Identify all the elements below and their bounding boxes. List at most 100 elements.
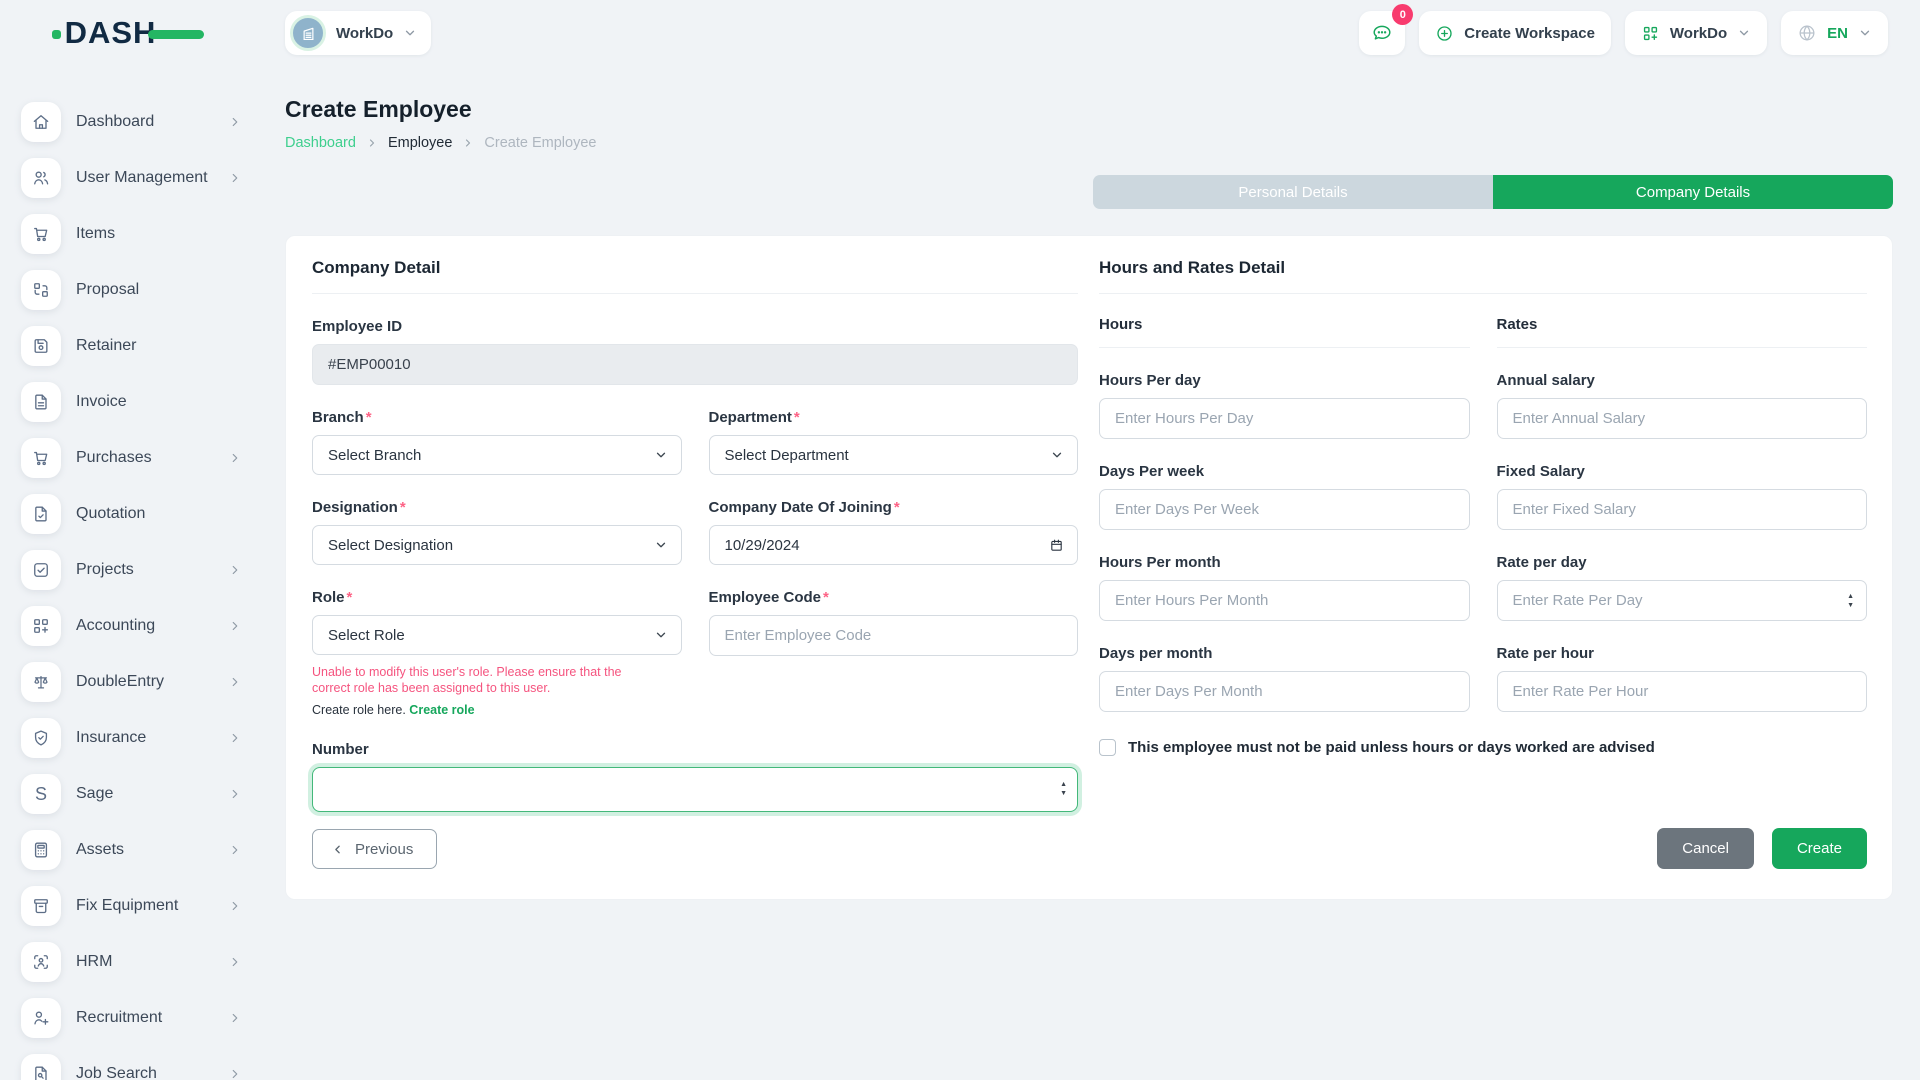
- number-spinner[interactable]: ▲ ▼: [1060, 781, 1067, 797]
- sidebar-item-projects[interactable]: Projects: [21, 548, 242, 592]
- form-actions: Cancel Create: [1099, 828, 1867, 869]
- workspace-menu-label: WorkDo: [1669, 24, 1728, 42]
- create-workspace-button[interactable]: Create Workspace: [1419, 11, 1611, 55]
- hours-per-month-input[interactable]: [1099, 580, 1470, 621]
- breadcrumb: Dashboard Employee Create Employee: [285, 135, 1893, 151]
- hours-per-month-field: Hours Per month: [1099, 554, 1470, 621]
- rate-per-day-input[interactable]: [1496, 580, 1867, 621]
- role-select[interactable]: Select Role: [312, 615, 682, 655]
- calendar-icon[interactable]: [1049, 538, 1064, 553]
- days-per-week-input[interactable]: [1099, 489, 1470, 530]
- chevron-left-icon: [335, 845, 340, 853]
- company-detail-section: Company Detail Employee ID Branch* Selec…: [312, 258, 1078, 869]
- annual-salary-input[interactable]: [1496, 398, 1867, 439]
- logo-dash-bar: [148, 30, 205, 39]
- archive-icon: [21, 886, 61, 926]
- sidebar-item-insurance[interactable]: Insurance: [21, 716, 242, 760]
- department-field: Department * Select Department: [708, 409, 1078, 475]
- workspace-menu-button[interactable]: WorkDo: [1624, 11, 1768, 55]
- role-field: Role * Select Role Unable to modify this …: [312, 589, 682, 717]
- sidebar-item-user-management[interactable]: User Management: [21, 156, 242, 200]
- page-title: Create Employee: [285, 96, 472, 122]
- chevron-right-icon: [462, 137, 474, 149]
- sidebar-item-invoice[interactable]: Invoice: [21, 380, 242, 424]
- employee-id-field: Employee ID: [312, 318, 1078, 385]
- chevron-right-icon: [228, 115, 242, 129]
- chevron-down-icon: [1860, 30, 1870, 36]
- tab-company-details[interactable]: Company Details: [1493, 175, 1893, 209]
- form-step-tabs: Personal Details Company Details: [1093, 175, 1893, 209]
- company-detail-heading: Company Detail: [312, 258, 441, 277]
- sidebar-item-assets[interactable]: Assets: [21, 828, 242, 872]
- joining-date-input[interactable]: 10/29/2024: [708, 525, 1078, 565]
- branch-field: Branch * Select Branch: [312, 409, 682, 475]
- chevron-down-icon: [654, 628, 668, 642]
- chevron-right-icon: [366, 137, 378, 149]
- days-per-month-input[interactable]: [1099, 671, 1470, 712]
- sidebar-item-dashboard[interactable]: Dashboard: [21, 100, 242, 144]
- create-button[interactable]: Create: [1771, 828, 1867, 869]
- top-header: DASH WorkDo 0 Create Workspace WorkDo EN: [0, 0, 1920, 66]
- tab-personal-details[interactable]: Personal Details: [1093, 175, 1493, 209]
- chevron-right-icon: [228, 787, 242, 801]
- sidebar-item-doubleentry[interactable]: DoubleEntry: [21, 660, 242, 704]
- hours-title: Hours: [1099, 316, 1143, 333]
- building-icon: [303, 27, 313, 40]
- file-check-icon: [21, 494, 61, 534]
- annual-salary-field: Annual salary: [1496, 372, 1867, 439]
- language-selector[interactable]: EN: [1781, 11, 1888, 55]
- fixed-salary-input[interactable]: [1496, 489, 1867, 530]
- cancel-button[interactable]: Cancel: [1657, 828, 1754, 869]
- department-select[interactable]: Select Department: [708, 435, 1078, 475]
- branch-label: Branch *: [312, 409, 372, 426]
- rates-title: Rates: [1496, 316, 1538, 333]
- chevron-down-icon: [1050, 448, 1064, 462]
- section-divider: [312, 293, 1078, 294]
- sub-divider: [1099, 347, 1470, 348]
- sidebar-item-purchases[interactable]: Purchases: [21, 436, 242, 480]
- designation-select[interactable]: Select Designation: [312, 525, 682, 565]
- sidebar-item-recruitment[interactable]: Recruitment: [21, 996, 242, 1040]
- sidebar-item-accounting[interactable]: Accounting: [21, 604, 242, 648]
- breadcrumb-dashboard[interactable]: Dashboard: [285, 135, 356, 151]
- scale-icon: [21, 662, 61, 702]
- topbar-actions: 0 Create Workspace WorkDo EN: [1359, 4, 1920, 55]
- file-search-icon: [21, 1054, 61, 1080]
- app-logo[interactable]: DASH: [0, 15, 256, 51]
- grid-plus-icon: [21, 606, 61, 646]
- sidebar-item-job-search[interactable]: Job Search: [21, 1052, 242, 1080]
- rate-per-hour-field: Rate per hour: [1496, 645, 1867, 712]
- swap-blocks-icon: [21, 270, 61, 310]
- sidebar-item-sage[interactable]: S Sage: [21, 772, 242, 816]
- employee-code-field: Employee Code *: [708, 589, 1078, 717]
- create-role-link[interactable]: Create role: [409, 702, 475, 717]
- globe-icon: [1799, 25, 1815, 41]
- number-field: Number ▲ ▼: [312, 741, 1078, 812]
- branch-select[interactable]: Select Branch: [312, 435, 682, 475]
- rate-per-hour-input[interactable]: [1496, 671, 1867, 712]
- chevron-right-icon: [228, 1067, 242, 1080]
- hours-column: Hours Hours Per day Days Per week Hours …: [1099, 316, 1470, 712]
- breadcrumb-employee[interactable]: Employee: [387, 135, 453, 151]
- sidebar-item-proposal[interactable]: Proposal: [21, 268, 242, 312]
- user-scan-icon: [21, 942, 61, 982]
- checkbox-icon: [21, 550, 61, 590]
- rate-per-day-spinner[interactable]: ▲ ▼: [1847, 592, 1854, 609]
- employee-code-input[interactable]: [708, 615, 1078, 656]
- branch-department-row: Branch * Select Branch Department * Select…: [312, 409, 1078, 475]
- messages-button[interactable]: 0: [1359, 4, 1414, 55]
- hours-per-day-input[interactable]: [1099, 398, 1470, 439]
- number-input[interactable]: [312, 766, 1078, 812]
- unpaid-checkbox[interactable]: [1099, 739, 1116, 756]
- workspace-selector[interactable]: WorkDo: [285, 11, 432, 55]
- previous-button[interactable]: Previous: [312, 829, 438, 869]
- logo-dot: [51, 30, 61, 39]
- sidebar-item-retainer[interactable]: Retainer: [21, 324, 242, 368]
- sidebar-item-quotation[interactable]: Quotation: [21, 492, 242, 536]
- sidebar-item-items[interactable]: Items: [21, 212, 242, 256]
- workspace-avatar: [290, 15, 326, 51]
- chevron-right-icon: [228, 563, 242, 577]
- cart-icon: [21, 438, 61, 478]
- sidebar-item-hrm[interactable]: HRM: [21, 940, 242, 984]
- sidebar-item-fix-equipment[interactable]: Fix Equipment: [21, 884, 242, 928]
